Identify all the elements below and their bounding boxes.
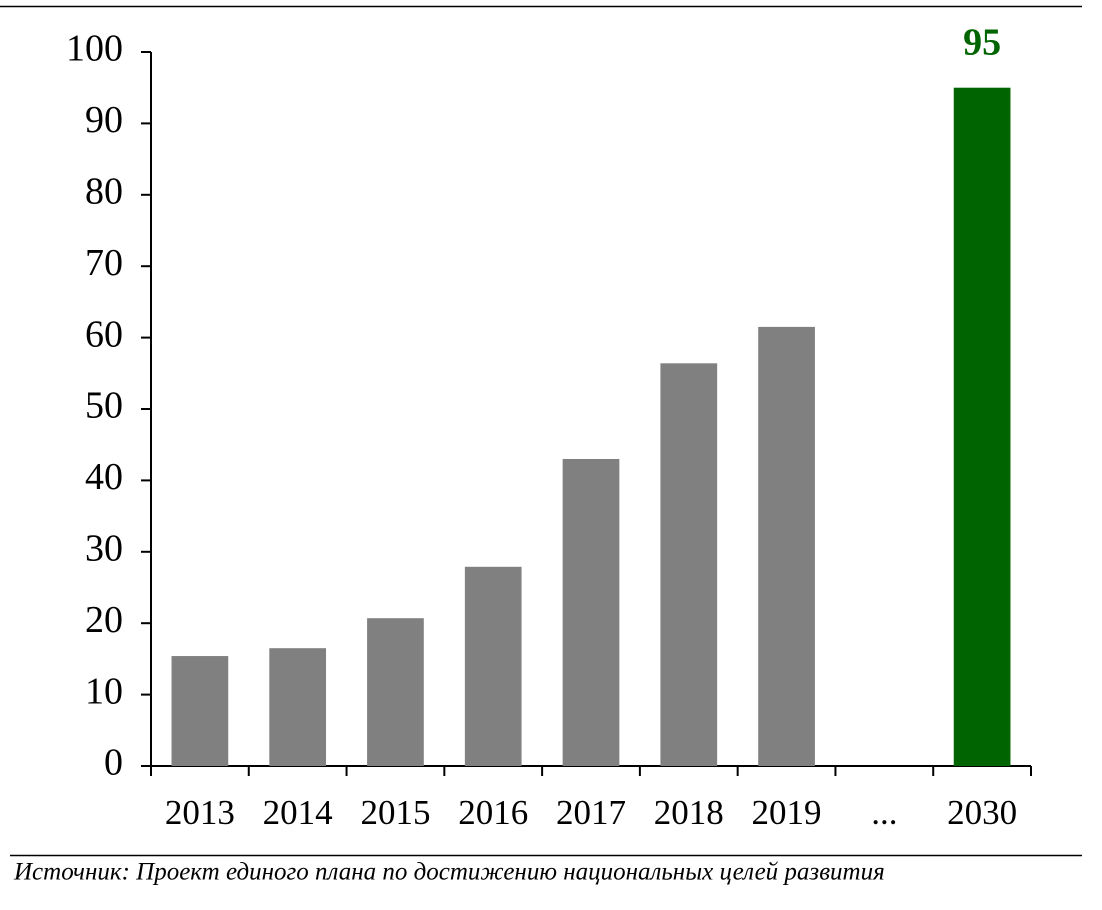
- y-tick-label: 90: [85, 99, 123, 141]
- bar: [562, 458, 620, 766]
- x-tick-label: 2014: [263, 793, 333, 832]
- x-tick-label: 2016: [458, 793, 528, 832]
- y-tick-label: 30: [85, 528, 123, 570]
- y-tick-label: 40: [85, 456, 123, 498]
- x-tick-label: 2030: [947, 793, 1017, 832]
- x-tick-label: 2015: [360, 793, 430, 832]
- y-tick-label: 70: [85, 242, 123, 284]
- value-label: 95: [963, 21, 1001, 63]
- x-tick-label: 2019: [752, 793, 822, 832]
- bar: [464, 566, 522, 766]
- y-tick-label: 20: [85, 599, 123, 641]
- y-tick-label: 60: [85, 313, 123, 355]
- y-tick-label: 10: [85, 670, 123, 712]
- bar: [660, 363, 718, 766]
- source-note: Источник: Проект единого плана по достиж…: [13, 859, 885, 886]
- y-tick-label: 50: [85, 385, 123, 427]
- x-tick-label: 2018: [654, 793, 724, 832]
- y-tick-label: 100: [66, 28, 123, 70]
- y-tick-label: 80: [85, 171, 123, 213]
- bar: [171, 656, 229, 766]
- bar: [953, 87, 1011, 766]
- y-tick-label: 0: [104, 742, 123, 784]
- x-tick-label: 2017: [556, 793, 626, 832]
- bar: [758, 326, 815, 766]
- bar: [367, 618, 424, 766]
- bar: [269, 648, 327, 766]
- x-tick-label: ...: [871, 793, 897, 832]
- x-tick-label: 2013: [165, 793, 235, 832]
